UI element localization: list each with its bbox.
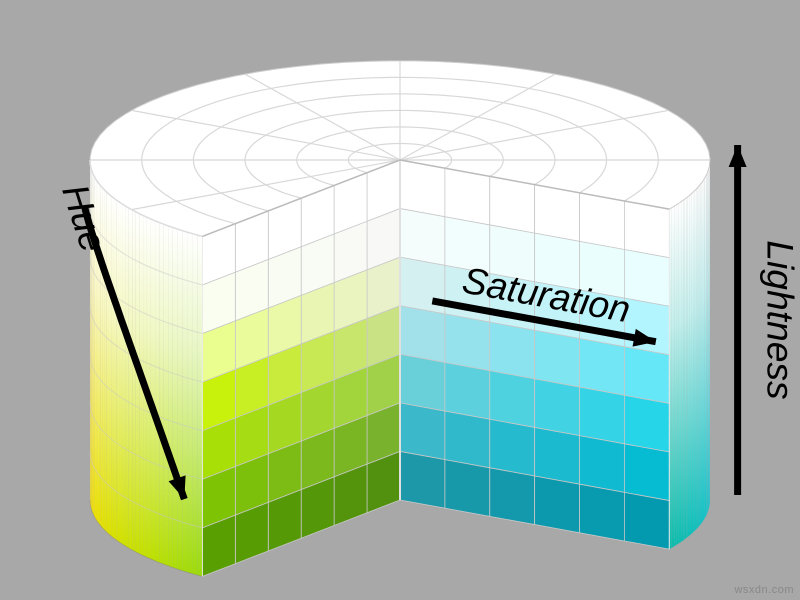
lightness-label: Lightness — [760, 240, 800, 399]
cut-face-right — [400, 160, 669, 549]
hsl-cylinder-svg: SaturationLightnessHue — [0, 0, 800, 600]
watermark-text: wsxdn.com — [734, 584, 794, 596]
lightness-arrow-head — [729, 145, 747, 167]
diagram-stage: SaturationLightnessHue wsxdn.com — [0, 0, 800, 600]
